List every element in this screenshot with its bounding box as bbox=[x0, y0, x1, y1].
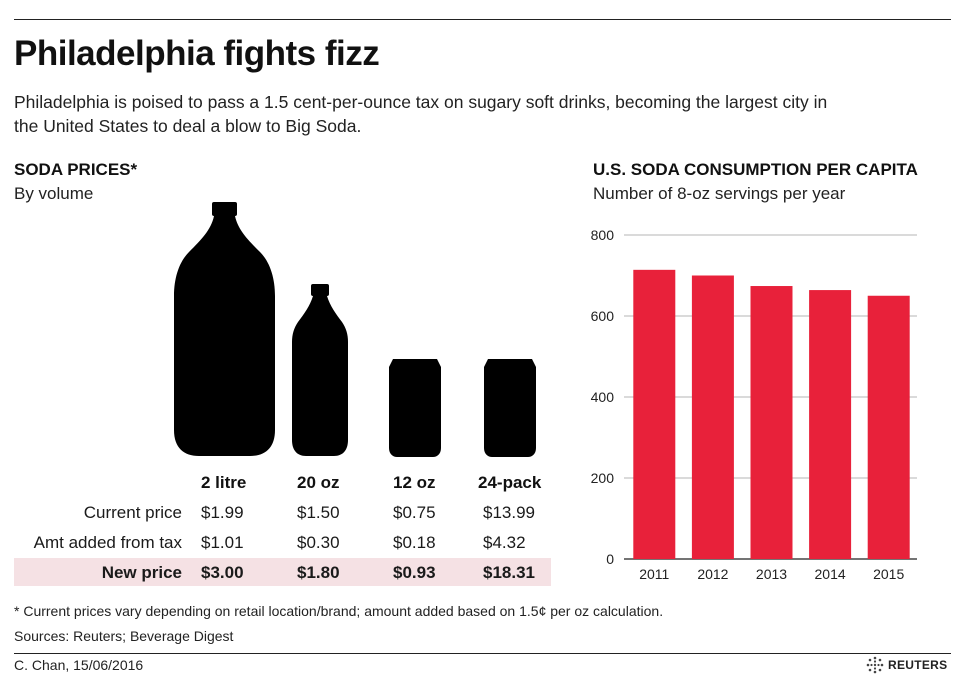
bar-2013 bbox=[750, 286, 793, 559]
top-rule bbox=[14, 19, 951, 20]
x-tick-label: 2013 bbox=[756, 566, 787, 582]
y-tick-label: 0 bbox=[606, 551, 614, 567]
column-header-2-litre: 2 litre bbox=[201, 473, 247, 492]
row-label-current-price: Current price bbox=[83, 503, 182, 522]
bottom-rule bbox=[14, 653, 951, 654]
table-cell: $1.99 bbox=[201, 503, 244, 522]
page-title: Philadelphia fights fizz bbox=[14, 34, 380, 73]
can-icon bbox=[389, 359, 441, 457]
bar-2011 bbox=[633, 269, 676, 559]
reuters-dots-icon bbox=[866, 656, 884, 674]
new-price-highlight bbox=[14, 558, 551, 586]
consumption-subtitle: Number of 8-oz servings per year bbox=[593, 184, 846, 203]
table-cell: $0.18 bbox=[393, 533, 436, 552]
table-cell: $13.99 bbox=[483, 503, 535, 522]
consumption-bar-chart: 0 200 400 600 800 2011 2012 2013 2014 2015 bbox=[591, 227, 917, 582]
y-tick-label: 400 bbox=[591, 389, 615, 405]
x-axis-ticks: 2011 2012 2013 2014 2015 bbox=[639, 566, 904, 582]
table-cell: $0.30 bbox=[297, 533, 340, 552]
credit: C. Chan, 15/06/2016 bbox=[14, 657, 144, 673]
table-cell: $1.80 bbox=[297, 563, 340, 582]
reuters-logo: REUTERS bbox=[866, 656, 947, 674]
table-cell: $1.01 bbox=[201, 533, 244, 552]
sources: Sources: Reuters; Beverage Digest bbox=[14, 628, 234, 644]
page-subtitle: Philadelphia is poised to pass a 1.5 cen… bbox=[14, 92, 828, 136]
x-tick-label: 2014 bbox=[815, 566, 846, 582]
bar-2015 bbox=[867, 295, 910, 559]
y-axis-ticks: 0 200 400 600 800 bbox=[591, 227, 615, 567]
y-tick-label: 800 bbox=[591, 227, 615, 243]
table-cell: $3.00 bbox=[201, 563, 244, 582]
column-header-12-oz: 12 oz bbox=[393, 473, 436, 492]
can-icon bbox=[484, 359, 536, 457]
table-cell: $18.31 bbox=[483, 563, 535, 582]
x-tick-label: 2012 bbox=[697, 566, 728, 582]
chart-bars bbox=[633, 269, 910, 559]
y-tick-label: 600 bbox=[591, 308, 615, 324]
table-cell: $0.93 bbox=[393, 563, 436, 582]
two-litre-bottle-icon bbox=[174, 202, 275, 456]
row-label-new-price: New price bbox=[101, 563, 182, 582]
consumption-title: U.S. SODA CONSUMPTION PER CAPITA bbox=[593, 160, 918, 179]
column-header-20-oz: 20 oz bbox=[297, 473, 340, 492]
table-cell: $0.75 bbox=[393, 503, 436, 522]
prices-subtitle: By volume bbox=[14, 184, 94, 203]
table-cell: $1.50 bbox=[297, 503, 340, 522]
bar-2012 bbox=[691, 275, 734, 559]
x-tick-label: 2011 bbox=[639, 566, 669, 582]
twenty-oz-bottle-icon bbox=[292, 284, 348, 456]
soda-containers bbox=[174, 202, 536, 457]
reuters-logo-text: REUTERS bbox=[888, 658, 948, 672]
row-label-amt-added: Amt added from tax bbox=[33, 533, 182, 552]
footnote: * Current prices vary depending on retai… bbox=[14, 603, 664, 619]
table-cell: $4.32 bbox=[483, 533, 526, 552]
bar-2014 bbox=[809, 290, 852, 559]
y-tick-label: 200 bbox=[591, 470, 615, 486]
prices-title: SODA PRICES* bbox=[14, 160, 138, 179]
x-tick-label: 2015 bbox=[873, 566, 904, 582]
column-header-24-pack: 24-pack bbox=[478, 473, 542, 492]
